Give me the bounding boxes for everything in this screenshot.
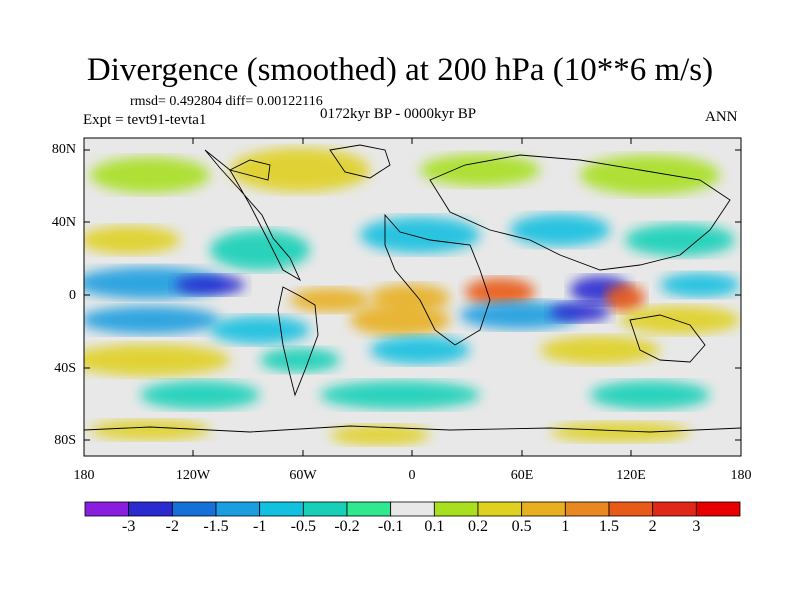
field-blob (620, 306, 740, 334)
field-blob (90, 420, 210, 440)
colorbar-swatch (346, 501, 392, 517)
coastlines (84, 144, 741, 433)
lon-label-180w: 180 (73, 468, 95, 483)
stats-text: rmsd= 0.492804 diff= 0.00122116 (130, 94, 323, 109)
field-blob (320, 381, 480, 409)
field-blob (660, 273, 740, 297)
coastline-path (429, 154, 731, 271)
coastline-path (629, 314, 706, 363)
colorbar-label: 0.2 (468, 518, 488, 535)
colorbar-swatch (608, 501, 654, 517)
field-blob (540, 336, 660, 364)
colorbar-swatch (521, 501, 566, 517)
colorbar-label: 1.5 (599, 518, 619, 535)
field-blob (460, 301, 580, 329)
colorbar-swatch (652, 501, 697, 517)
field-blob (260, 348, 340, 372)
colorbar-swatch (259, 501, 304, 517)
field-blob (360, 217, 480, 253)
field-blob (465, 278, 535, 306)
lat-label-0: 0 (69, 288, 76, 303)
colorbar-label: 3 (692, 518, 701, 535)
field-blob (230, 148, 370, 192)
coastline-path (277, 286, 319, 397)
lon-label-60w: 60W (289, 468, 317, 483)
lon-label-120w: 120W (175, 468, 211, 483)
lat-label-80n: 80N (51, 142, 76, 157)
field-blob (350, 304, 450, 336)
field-blob (210, 316, 310, 344)
colorbar-swatch (215, 501, 261, 517)
field-blob (580, 155, 720, 195)
colorbar-swatch (171, 501, 217, 517)
field-blob (510, 214, 610, 246)
colorbar-label: 0.5 (511, 518, 532, 535)
colorbar-label: 1 (561, 518, 570, 535)
lon-label-0: 0 (408, 468, 416, 483)
field-blob (420, 154, 540, 186)
coastline-path (228, 159, 271, 181)
season-label: ANN (705, 109, 738, 125)
coastline-path (329, 144, 391, 179)
colorbar-swatch (84, 501, 130, 517)
colorbar-label: -2 (165, 518, 179, 535)
colorbar-swatch (564, 501, 610, 517)
lon-label-120e: 120E (616, 468, 646, 483)
colorbar-label: -1 (252, 518, 267, 535)
axis-ticks (83, 138, 742, 456)
colorbar-swatch (302, 501, 348, 517)
field-blob (370, 336, 470, 364)
period-label: 0172kyr BP - 0000kyr BP (320, 106, 477, 122)
colorbar-label: -0.1 (377, 518, 404, 535)
field-blob (550, 422, 690, 442)
field-blob (330, 425, 430, 445)
colorbar (84, 501, 741, 517)
colorbar-label: -0.5 (290, 518, 316, 535)
field-blob (210, 230, 310, 270)
colorbar-swatch (695, 501, 741, 517)
field-blob (550, 302, 610, 322)
experiment-label: Expt = tevt91-tevta1 (83, 112, 207, 128)
colorbar-label: -3 (121, 518, 136, 535)
lat-label-40n: 40N (51, 215, 76, 230)
field-blob (590, 381, 710, 409)
field-blob (290, 288, 370, 312)
field-blob (625, 224, 735, 256)
field-blob (140, 381, 260, 409)
lon-label-180e: 180 (730, 468, 752, 483)
field-blob (175, 275, 245, 295)
field-blob (84, 226, 180, 254)
lat-label-40s: 40S (54, 361, 76, 376)
coastline-path (84, 425, 741, 433)
coastline-path (384, 213, 491, 346)
field-blob (90, 157, 210, 193)
divergence-field (84, 148, 740, 445)
colorbar-swatch (477, 501, 523, 517)
coastline-path (204, 149, 301, 282)
lat-label-80s: 80S (54, 433, 76, 448)
plot-title: Divergence (smoothed) at 200 hPa (10**6 … (86, 52, 714, 88)
lon-label-60e: 60E (510, 468, 534, 483)
colorbar-label: -0.2 (334, 518, 360, 535)
field-blob (84, 344, 230, 376)
field-blob (605, 284, 645, 312)
colorbar-swatch (390, 501, 435, 517)
colorbar-label: -1.5 (203, 518, 229, 535)
field-blob (84, 306, 220, 334)
colorbar-label: 2 (648, 518, 657, 535)
colorbar-swatch (433, 501, 479, 517)
colorbar-label: 0.1 (424, 518, 445, 535)
colorbar-swatch (128, 501, 173, 517)
